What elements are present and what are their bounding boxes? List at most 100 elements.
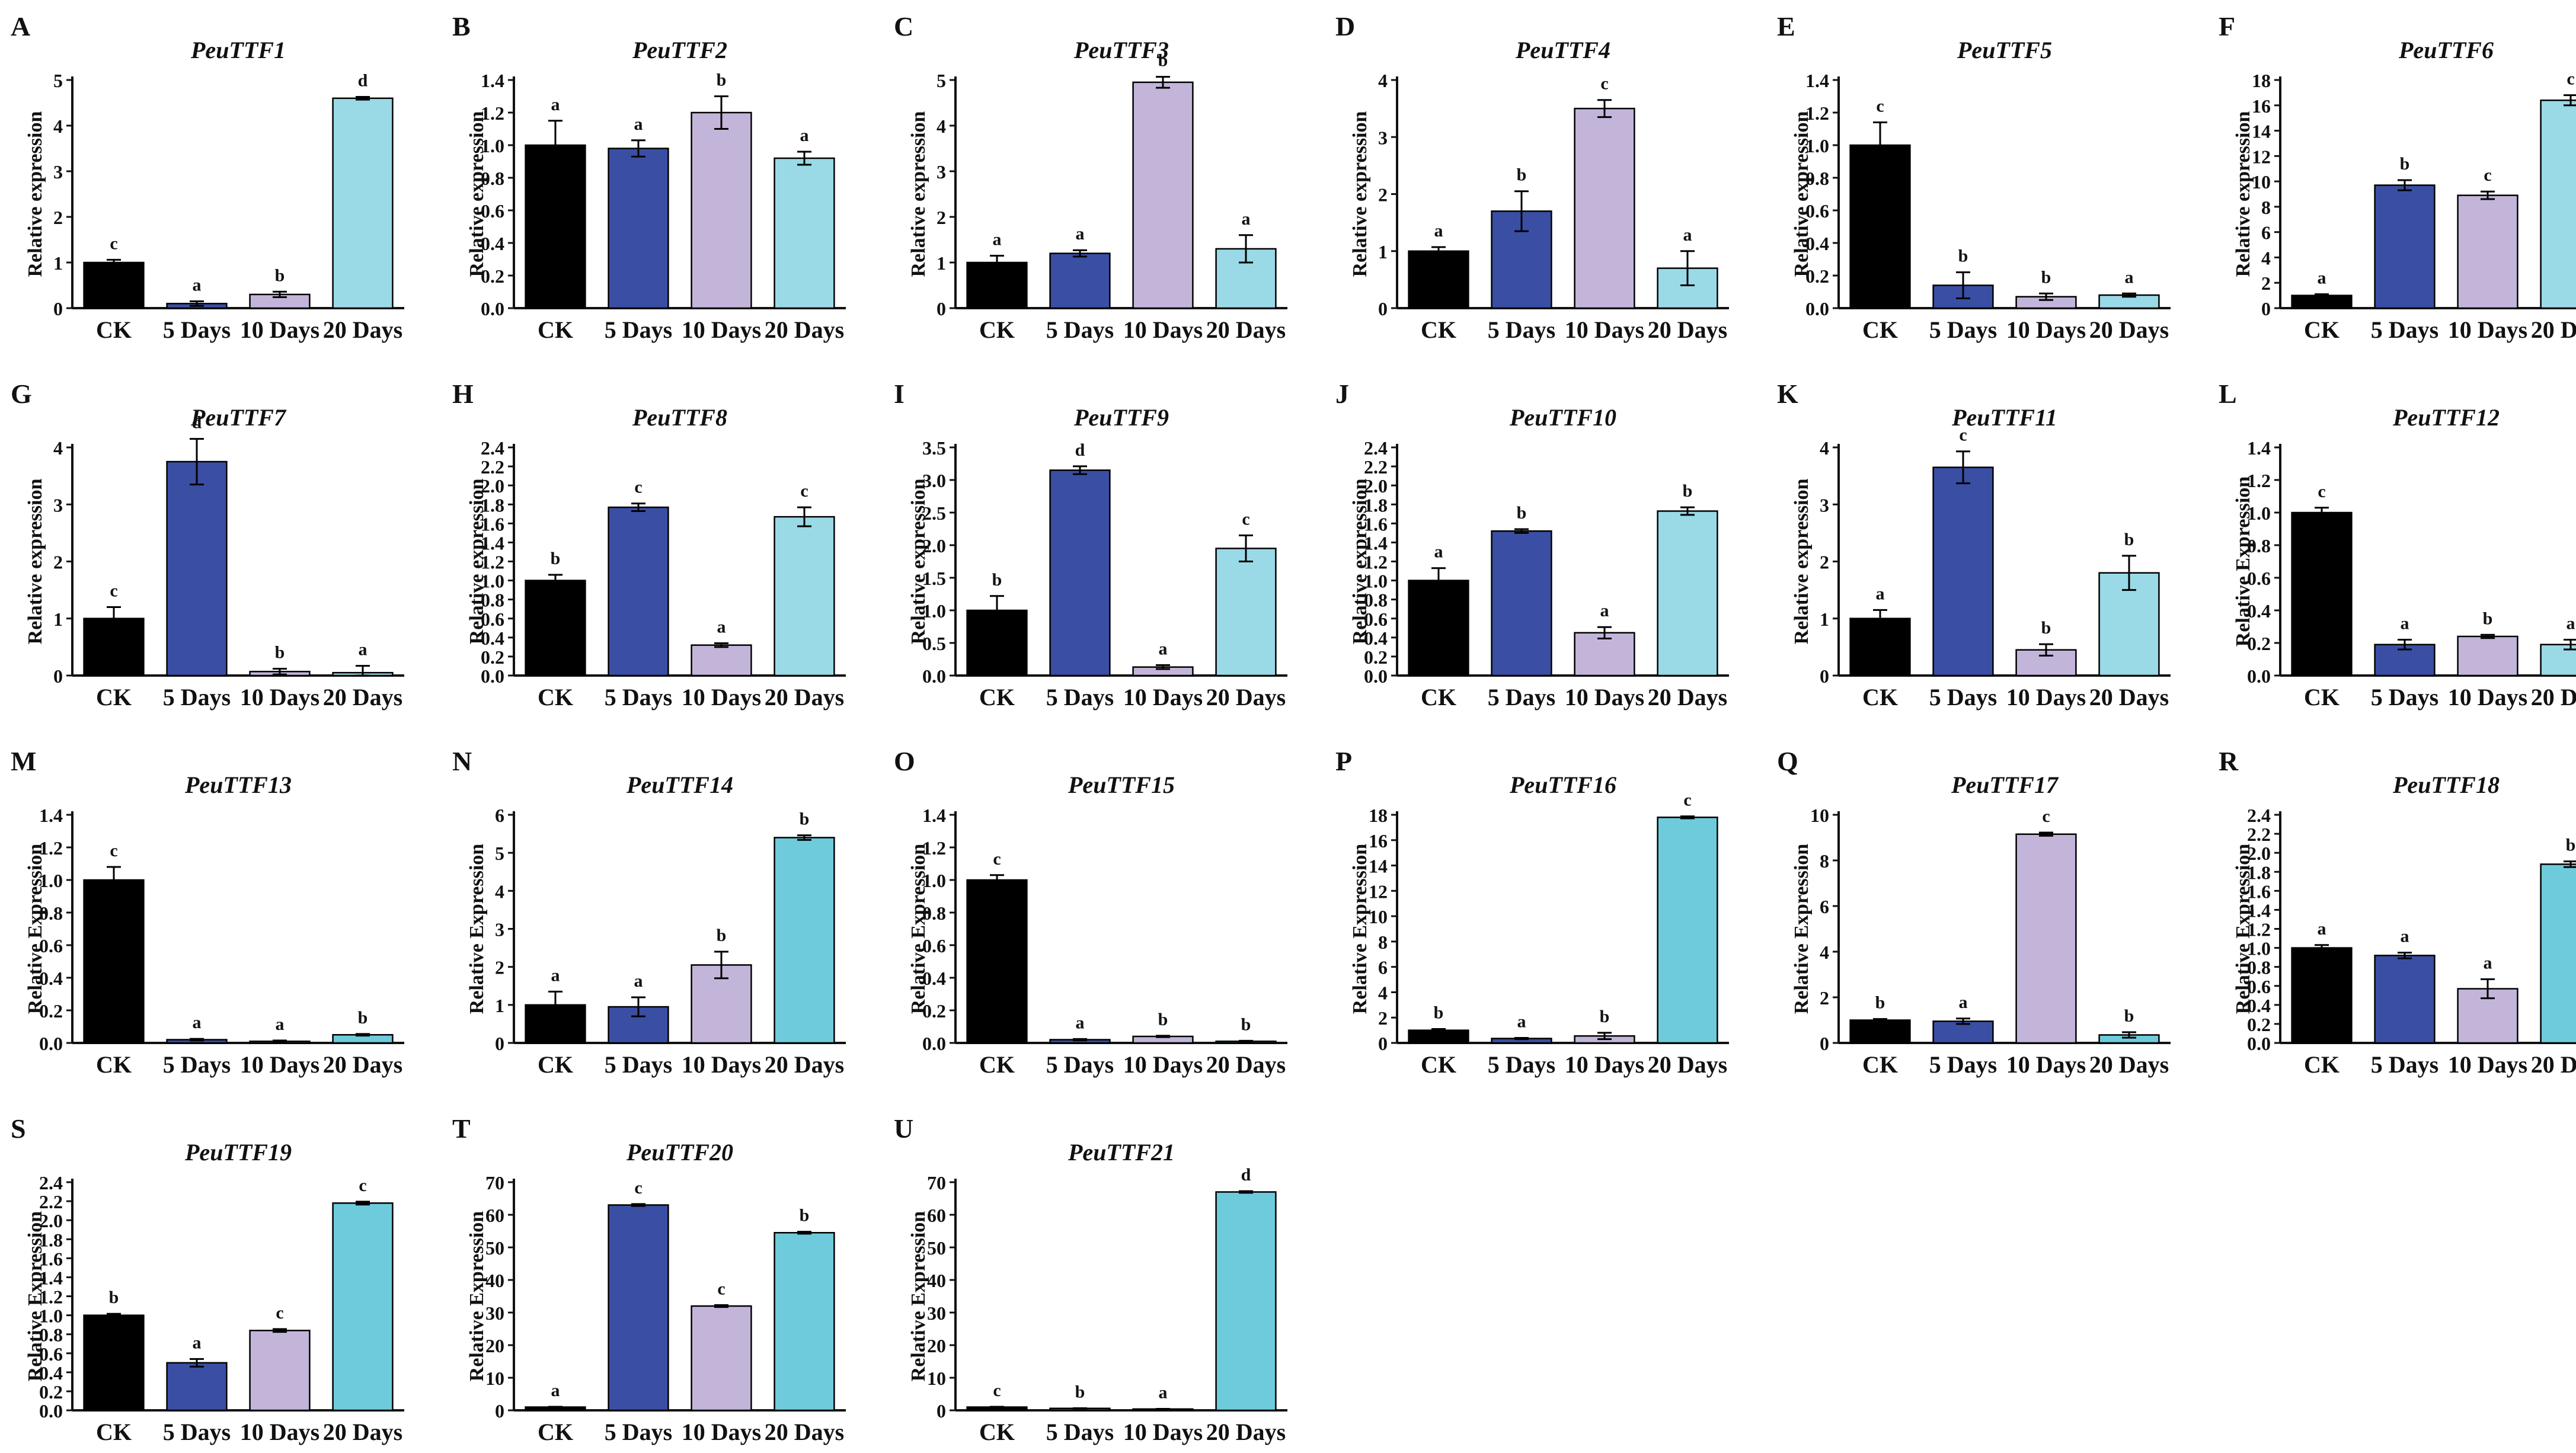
chart-title: PeuTTF9 <box>1073 404 1169 431</box>
x-tick-label: 5 Days <box>1488 1051 1555 1078</box>
y-tick-label: 0.2 <box>2247 633 2271 654</box>
y-tick-label: 2 <box>495 957 504 978</box>
significance-letter: c <box>993 849 1001 869</box>
significance-letter: c <box>276 1303 283 1323</box>
chart-title: PeuTTF1 <box>190 37 286 63</box>
bar-10-days <box>2457 194 2519 309</box>
y-tick-label: 1 <box>937 252 946 274</box>
bar-ck <box>83 879 145 1044</box>
y-tick-label: 0.0 <box>39 1400 63 1422</box>
y-tick-label: 4 <box>53 437 63 459</box>
y-axis-label: Relative expression <box>907 478 929 644</box>
y-tick-label: 0 <box>937 1400 946 1422</box>
panel-m: M PeuTTF13 Relative Expression 0.0 0.2 0.4 0.6… <box>11 746 404 1078</box>
chart-title: PeuTTF3 <box>1073 37 1169 63</box>
x-tick-label: CK <box>96 1051 132 1078</box>
x-tick-label: CK <box>1862 684 1898 711</box>
x-tick-label: CK <box>2304 684 2340 711</box>
y-tick-label: 0.0 <box>1364 665 1388 687</box>
significance-letter: a <box>1159 639 1168 658</box>
x-tick-label: 5 Days <box>1046 1051 1114 1078</box>
y-tick-label: 2.0 <box>1364 475 1388 497</box>
panel-g: G PeuTTF7 Relative expression 0 1 2 3 4 c CK d 5 Da… <box>11 379 404 711</box>
x-tick-label: CK <box>538 684 573 711</box>
panel-letter: H <box>452 379 474 409</box>
significance-letter: a <box>551 95 560 114</box>
bar-20-days <box>1657 510 1718 677</box>
y-tick-label: 2 <box>1378 1007 1388 1029</box>
significance-letter: c <box>1876 97 1884 116</box>
significance-letter: c <box>2318 482 2325 501</box>
x-tick-label: 10 Days <box>1565 316 1644 343</box>
x-tick-label: 10 Days <box>240 316 319 343</box>
significance-letter: b <box>358 1008 368 1028</box>
x-tick-label: 10 Days <box>2006 316 2086 343</box>
x-tick-label: 5 Days <box>605 1419 672 1445</box>
y-tick-label: 3 <box>53 161 63 183</box>
y-tick-label: 8 <box>2261 197 2271 218</box>
panel-letter: Q <box>1777 746 1798 776</box>
x-tick-label: CK <box>538 316 573 343</box>
significance-letter: a <box>1434 221 1443 241</box>
y-tick-label: 0.0 <box>2247 665 2271 687</box>
x-tick-label: 10 Days <box>240 684 319 711</box>
chart-title: PeuTTF17 <box>1951 772 2059 798</box>
y-tick-label: 2.2 <box>1364 456 1388 478</box>
x-tick-label: 20 Days <box>1206 316 1286 343</box>
panel-a: A PeuTTF1 Relative expression 0 1 2 3 4 5 c CK a 5 D… <box>11 11 404 343</box>
bar-ck <box>525 144 586 309</box>
y-axis-label: Relative expression <box>907 111 929 277</box>
y-tick-label: 0.2 <box>1364 647 1388 668</box>
bar-5-days <box>2374 184 2436 309</box>
significance-letter: b <box>2041 618 2051 638</box>
y-tick-label: 10 <box>1369 906 1388 927</box>
y-tick-label: 0.8 <box>922 902 946 924</box>
y-tick-label: 50 <box>485 1237 504 1259</box>
chart-title: PeuTTF7 <box>190 404 287 431</box>
significance-letter: b <box>1075 1382 1085 1401</box>
y-tick-label: 0.0 <box>481 665 504 687</box>
chart-title: PeuTTF16 <box>1509 772 1616 798</box>
x-tick-label: 10 Days <box>2448 684 2527 711</box>
x-tick-label: 5 Days <box>605 1051 672 1078</box>
x-tick-label: 5 Days <box>163 1051 231 1078</box>
panel-f: F PeuTTF6 Relative expression 0 2 4 6 8 10 12 14 16… <box>2219 11 2576 343</box>
x-tick-label: 5 Days <box>1046 316 1114 343</box>
x-tick-label: 20 Days <box>323 684 402 711</box>
y-tick-label: 6 <box>2261 222 2271 244</box>
bar-20-days <box>2540 863 2576 1044</box>
y-tick-label: 2.2 <box>481 456 504 478</box>
x-tick-label: 20 Days <box>765 316 844 343</box>
x-tick-label: 10 Days <box>682 684 761 711</box>
y-tick-label: 1.2 <box>39 837 63 859</box>
y-tick-label: 0.4 <box>39 968 63 989</box>
y-tick-label: 0.0 <box>39 1033 63 1054</box>
y-tick-label: 1 <box>495 995 504 1016</box>
y-tick-label: 1.2 <box>2247 470 2271 491</box>
significance-letter: b <box>1958 247 1968 266</box>
bar-20-days <box>774 516 835 677</box>
significance-letter: d <box>358 71 368 90</box>
chart-title: PeuTTF6 <box>2398 37 2494 63</box>
y-tick-label: 14 <box>2252 121 2271 142</box>
y-tick-label: 2.4 <box>39 1172 63 1193</box>
y-tick-label: 4 <box>2261 247 2271 268</box>
significance-letter: b <box>1683 481 1693 501</box>
panel-u: U PeuTTF21 Relative Expression 0 10 20 30 40 50 6… <box>894 1113 1287 1445</box>
y-tick-label: 0.6 <box>481 200 504 222</box>
y-tick-label: 1.2 <box>922 837 946 859</box>
y-axis-label: Relative Expression <box>2232 476 2254 647</box>
y-axis-label: Relative Expression <box>2232 844 2254 1014</box>
y-axis-label: Relative expression <box>1349 478 1371 644</box>
y-tick-label: 3 <box>495 919 504 940</box>
x-tick-label: 20 Days <box>765 684 844 711</box>
y-tick-label: 10 <box>1810 805 1829 826</box>
x-tick-label: 10 Days <box>682 1419 761 1445</box>
panel-letter: O <box>894 746 915 776</box>
significance-letter: a <box>1076 224 1085 244</box>
y-tick-label: 4 <box>1820 437 1829 459</box>
y-tick-label: 1.6 <box>1364 513 1388 535</box>
x-tick-label: 20 Days <box>1648 684 1727 711</box>
bar-10-days <box>1132 81 1194 309</box>
